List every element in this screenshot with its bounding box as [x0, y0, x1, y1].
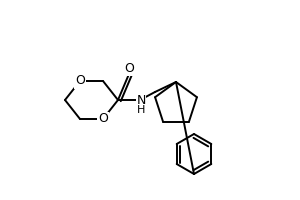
- Text: O: O: [75, 74, 85, 88]
- Text: O: O: [124, 62, 134, 75]
- Text: O: O: [98, 112, 108, 126]
- Text: H: H: [137, 105, 145, 115]
- Text: N: N: [136, 95, 146, 108]
